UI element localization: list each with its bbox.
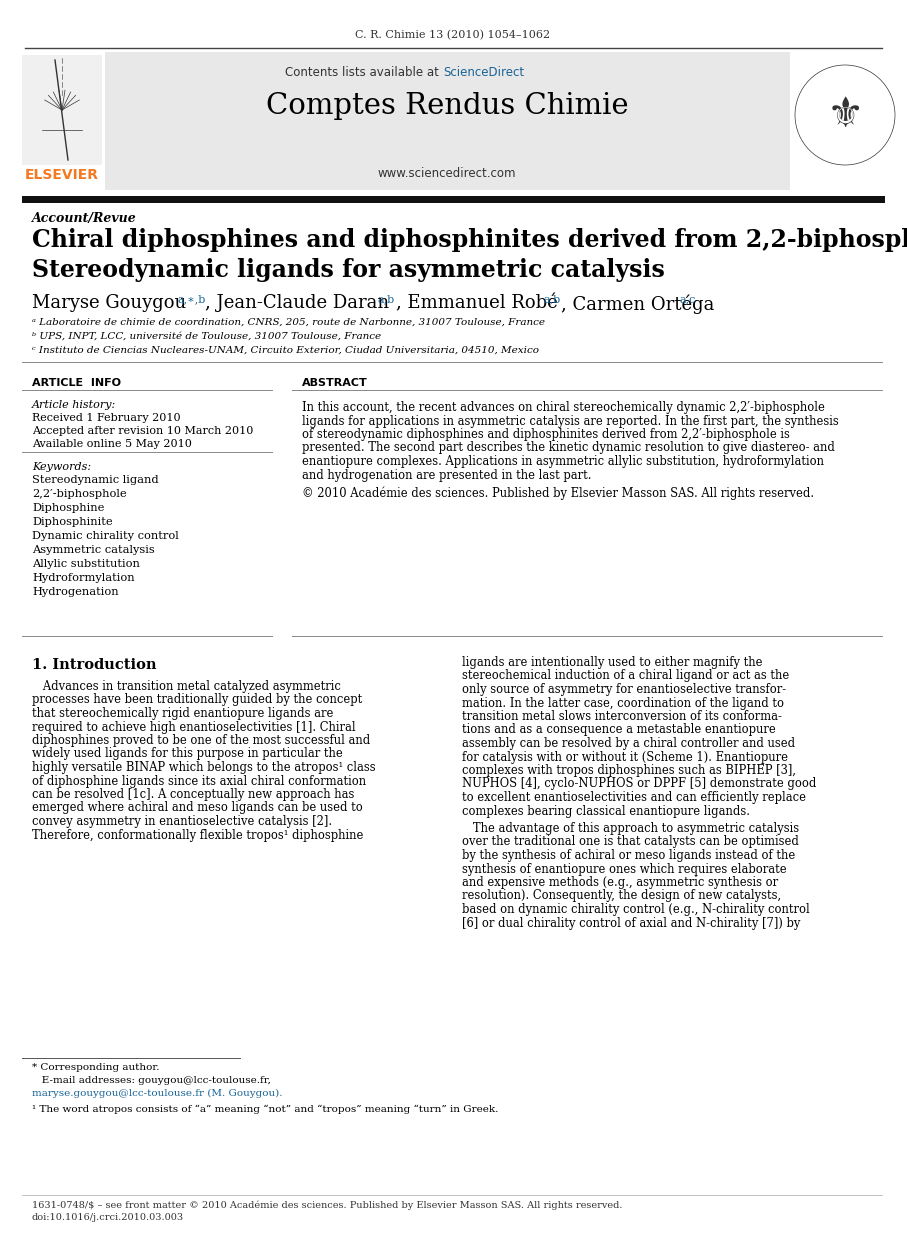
- Text: assembly can be resolved by a chiral controller and used: assembly can be resolved by a chiral con…: [462, 737, 795, 750]
- Text: In this account, the recent advances on chiral stereochemically dynamic 2,2′-bip: In this account, the recent advances on …: [302, 401, 824, 413]
- Text: , Jean-Claude Daran: , Jean-Claude Daran: [205, 293, 395, 312]
- Text: 1. Introduction: 1. Introduction: [32, 659, 157, 672]
- Text: widely used ligands for this purpose in particular the: widely used ligands for this purpose in …: [32, 748, 343, 760]
- Text: ligands for applications in asymmetric catalysis are reported. In the first part: ligands for applications in asymmetric c…: [302, 415, 839, 427]
- Text: maryse.gouygou@lcc-toulouse.fr (M. Gouygou).: maryse.gouygou@lcc-toulouse.fr (M. Gouyg…: [32, 1089, 282, 1098]
- Text: complexes bearing classical enantiopure ligands.: complexes bearing classical enantiopure …: [462, 805, 750, 817]
- Text: ScienceDirect: ScienceDirect: [443, 66, 524, 79]
- Text: tions and as a consequence a metastable enantiopure: tions and as a consequence a metastable …: [462, 723, 775, 737]
- Text: Keywords:: Keywords:: [32, 462, 91, 472]
- Text: , Carmen Ortéga: , Carmen Ortéga: [561, 293, 720, 313]
- Text: to excellent enantioselectivities and can efficiently replace: to excellent enantioselectivities and ca…: [462, 791, 806, 803]
- Text: C. R. Chimie 13 (2010) 1054–1062: C. R. Chimie 13 (2010) 1054–1062: [356, 30, 551, 41]
- Text: www.sciencedirect.com: www.sciencedirect.com: [377, 167, 516, 180]
- Text: The advantage of this approach to asymmetric catalysis: The advantage of this approach to asymme…: [462, 822, 799, 834]
- Text: ARTICLE  INFO: ARTICLE INFO: [32, 378, 121, 387]
- Text: ¹ The word atropos consists of “a” meaning “not” and “tropos” meaning “turn” in : ¹ The word atropos consists of “a” meani…: [32, 1106, 498, 1114]
- Text: Stereodynamic ligands for asymmetric catalysis: Stereodynamic ligands for asymmetric cat…: [32, 258, 665, 282]
- Text: ABSTRACT: ABSTRACT: [302, 378, 367, 387]
- Text: of stereodynamic diphosphines and diphosphinites derived from 2,2′-biphosphole i: of stereodynamic diphosphines and diphos…: [302, 428, 790, 441]
- Text: ligands are intentionally used to either magnify the: ligands are intentionally used to either…: [462, 656, 763, 669]
- Bar: [22, 196, 885, 203]
- Text: ELSEVIER: ELSEVIER: [25, 168, 99, 182]
- Text: for catalysis with or without it (Scheme 1). Enantiopure: for catalysis with or without it (Scheme…: [462, 750, 788, 764]
- Text: 2,2′-biphosphole: 2,2′-biphosphole: [32, 489, 127, 499]
- Text: and expensive methods (e.g., asymmetric synthesis or: and expensive methods (e.g., asymmetric …: [462, 877, 778, 889]
- Text: of diphosphine ligands since its axial chiral conformation: of diphosphine ligands since its axial c…: [32, 775, 366, 787]
- Text: that stereochemically rigid enantiopure ligands are: that stereochemically rigid enantiopure …: [32, 707, 334, 721]
- Text: convey asymmetry in enantioselective catalysis [2].: convey asymmetry in enantioselective cat…: [32, 815, 332, 828]
- Text: presented. The second part describes the kinetic dynamic resolution to give dias: presented. The second part describes the…: [302, 442, 834, 454]
- Text: stereochemical induction of a chiral ligand or act as the: stereochemical induction of a chiral lig…: [462, 670, 789, 682]
- Bar: [105, 52, 790, 189]
- Text: E-mail addresses: gouygou@lcc-toulouse.fr,: E-mail addresses: gouygou@lcc-toulouse.f…: [32, 1076, 271, 1084]
- Text: Asymmetric catalysis: Asymmetric catalysis: [32, 545, 155, 555]
- Text: Maryse Gouygou: Maryse Gouygou: [32, 293, 192, 312]
- Text: Received 1 February 2010: Received 1 February 2010: [32, 413, 180, 423]
- Text: synthesis of enantiopure ones which requires elaborate: synthesis of enantiopure ones which requ…: [462, 863, 786, 875]
- Text: Allylic substitution: Allylic substitution: [32, 560, 140, 569]
- Text: emerged where achiral and meso ligands can be used to: emerged where achiral and meso ligands c…: [32, 801, 363, 815]
- Text: © 2010 Académie des sciences. Published by Elsevier Masson SAS. All rights reser: © 2010 Académie des sciences. Published …: [302, 487, 814, 499]
- Text: Available online 5 May 2010: Available online 5 May 2010: [32, 439, 192, 449]
- Text: a,b: a,b: [378, 293, 395, 305]
- Text: by the synthesis of achiral or meso ligands instead of the: by the synthesis of achiral or meso liga…: [462, 849, 795, 862]
- Text: Hydrogenation: Hydrogenation: [32, 587, 119, 597]
- Text: a,c: a,c: [680, 293, 697, 305]
- Text: ᶜ Instituto de Ciencias Nucleares-UNAM, Circuito Exterior, Ciudad Universitaria,: ᶜ Instituto de Ciencias Nucleares-UNAM, …: [32, 345, 539, 355]
- Text: only source of asymmetry for enantioselective transfor-: only source of asymmetry for enantiosele…: [462, 683, 786, 696]
- Text: 1631-0748/$ – see front matter © 2010 Académie des sciences. Published by Elsevi: 1631-0748/$ – see front matter © 2010 Ac…: [32, 1200, 622, 1210]
- Text: Account/Revue: Account/Revue: [32, 212, 137, 225]
- Text: Diphosphinite: Diphosphinite: [32, 517, 112, 527]
- Text: [6] or dual chirality control of axial and N-chirality [7]) by: [6] or dual chirality control of axial a…: [462, 916, 800, 930]
- Text: Dynamic chirality control: Dynamic chirality control: [32, 531, 179, 541]
- Text: ᵃ Laboratoire de chimie de coordination, CNRS, 205, route de Narbonne, 31007 Tou: ᵃ Laboratoire de chimie de coordination,…: [32, 318, 545, 327]
- Text: a,b: a,b: [543, 293, 561, 305]
- Text: Comptes Rendus Chimie: Comptes Rendus Chimie: [266, 92, 629, 120]
- Text: over the traditional one is that catalysts can be optimised: over the traditional one is that catalys…: [462, 836, 799, 848]
- Bar: [22, 54, 102, 165]
- Text: Stereodynamic ligand: Stereodynamic ligand: [32, 475, 159, 485]
- Text: based on dynamic chirality control (e.g., N-chirality control: based on dynamic chirality control (e.g.…: [462, 903, 810, 916]
- Text: Hydroformylation: Hydroformylation: [32, 573, 134, 583]
- Text: transition metal slows interconversion of its conforma-: transition metal slows interconversion o…: [462, 711, 782, 723]
- Text: a,∗,b: a,∗,b: [178, 293, 207, 305]
- Text: complexes with tropos diphosphines such as BIPHEP [3],: complexes with tropos diphosphines such …: [462, 764, 796, 777]
- Text: mation. In the latter case, coordination of the ligand to: mation. In the latter case, coordination…: [462, 697, 784, 709]
- Text: Therefore, conformationally flexible tropos¹ diphosphine: Therefore, conformationally flexible tro…: [32, 828, 364, 842]
- Text: required to achieve high enantioselectivities [1]. Chiral: required to achieve high enantioselectiv…: [32, 721, 356, 733]
- Text: NUPHOS [4], cyclo-NUPHOS or DPPF [5] demonstrate good: NUPHOS [4], cyclo-NUPHOS or DPPF [5] dem…: [462, 777, 816, 791]
- Text: doi:10.1016/j.crci.2010.03.003: doi:10.1016/j.crci.2010.03.003: [32, 1213, 184, 1222]
- Text: ᵇ UPS, INPT, LCC, université de Toulouse, 31007 Toulouse, France: ᵇ UPS, INPT, LCC, université de Toulouse…: [32, 332, 381, 340]
- Text: and hydrogenation are presented in the last part.: and hydrogenation are presented in the l…: [302, 468, 591, 482]
- Text: can be resolved [1c]. A conceptually new approach has: can be resolved [1c]. A conceptually new…: [32, 789, 355, 801]
- Text: ⚜: ⚜: [826, 94, 863, 136]
- Text: , Emmanuel Robé: , Emmanuel Robé: [396, 293, 563, 312]
- Text: diphosphines proved to be one of the most successful and: diphosphines proved to be one of the mos…: [32, 734, 370, 747]
- Text: highly versatile BINAP which belongs to the atropos¹ class: highly versatile BINAP which belongs to …: [32, 761, 375, 774]
- Text: * Corresponding author.: * Corresponding author.: [32, 1063, 160, 1072]
- Text: Contents lists available at: Contents lists available at: [286, 66, 443, 79]
- Text: Diphosphine: Diphosphine: [32, 503, 104, 513]
- Text: Accepted after revision 10 March 2010: Accepted after revision 10 March 2010: [32, 426, 253, 436]
- Text: enantiopure complexes. Applications in asymmetric allylic substitution, hydrofor: enantiopure complexes. Applications in a…: [302, 456, 824, 468]
- Text: Advances in transition metal catalyzed asymmetric: Advances in transition metal catalyzed a…: [32, 680, 341, 693]
- Text: Chiral diphosphines and diphosphinites derived from 2,2-biphosphole:: Chiral diphosphines and diphosphinites d…: [32, 228, 907, 253]
- Text: resolution). Consequently, the design of new catalysts,: resolution). Consequently, the design of…: [462, 889, 781, 903]
- Text: processes have been traditionally guided by the concept: processes have been traditionally guided…: [32, 693, 362, 707]
- Text: Article history:: Article history:: [32, 400, 116, 410]
